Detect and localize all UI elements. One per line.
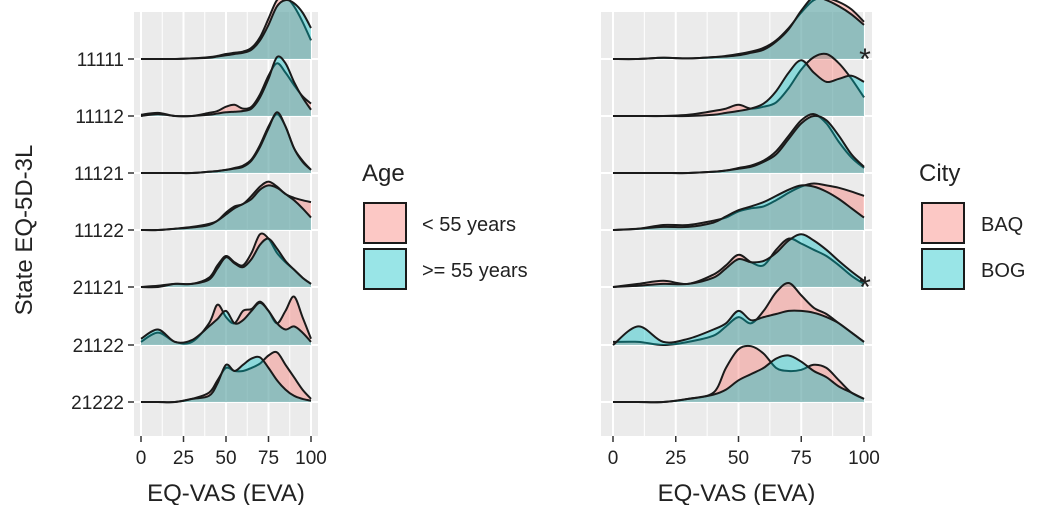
legend-age: Age < 55 years >= 55 years [362,160,528,290]
x-tick-label: 100 [848,448,880,469]
ridge-fill-21121-1 [141,233,311,287]
ridge-line-21222-2 [141,355,312,404]
ridge-fill-21122-2 [141,302,311,345]
x-axis-title: EQ-VAS (EVA) [658,480,816,505]
ridge-line-11122-1 [612,182,865,231]
ridge-fill-21122-1 [613,282,864,345]
legend-age-swatch-2 [363,248,407,290]
ridge-fill-21122-1 [141,296,311,345]
legend-city-swatch-2 [921,248,965,290]
ridge-fill-11122-2 [613,185,864,230]
x-axis-title: EQ-VAS (EVA) [147,480,305,505]
chart-panel-1: 0 25 50 75 100 11111 11112 11121 11122 21121 21122… [71,0,327,505]
ridge-fill-11112-2 [141,56,311,117]
y-tick-label: 11121 [74,164,124,185]
ridge-line-11111-2 [141,0,312,61]
annotation-asterisk: * [859,43,871,76]
legend-city: City BAQ BOG [919,160,1025,290]
ridge-line-11122-2 [140,184,312,232]
ridge-fill-11122-2 [141,185,311,231]
ridge-fill-11121-2 [613,115,864,174]
legend-age-label-2: >= 55 years [422,260,528,282]
ridge-fill-11111-2 [613,0,864,60]
ridge-line-21122-2 [612,309,865,346]
x-tick-label: 25 [173,448,194,469]
ridge-fill-11112-1 [613,53,864,117]
ridge-line-11122-2 [612,184,865,231]
ridge-line-11121-2 [141,111,312,175]
ridge-line-21121-2 [612,233,865,288]
ridge-fill-21121-2 [141,238,311,288]
x-tick-label: 75 [258,448,279,469]
x-tick-label: 50 [215,448,236,469]
y-tick-label: 21222 [71,393,124,414]
legend-city-label-2: BOG [981,260,1025,282]
ridge-fill-11121-1 [613,114,864,174]
x-tick-label: 100 [295,448,327,469]
y-axis-title: State EQ-5D-3L [11,145,38,316]
ridge-line-11111-2 [612,0,865,61]
ridge-fill-11111-2 [141,0,311,60]
ridge-fill-11121-2 [141,112,311,174]
ridge-fill-21222-2 [613,355,864,403]
y-tick-label: 21122 [73,336,124,357]
ridge-fill-11111-1 [613,0,864,60]
legend-age-swatch-1 [363,202,407,244]
y-tick-label: 11122 [74,221,124,242]
ridge-fill-21222-1 [613,345,864,403]
ridge-fill-21121-2 [613,234,864,287]
ridge-line-21122-1 [612,281,865,347]
ridge-line-11121-2 [613,114,865,175]
legend-age-label-1: < 55 years [422,214,516,236]
y-tick-label: 11112 [75,107,124,128]
ridge-line-11112-2 [612,59,865,118]
ridge-fill-11112-2 [613,60,864,117]
ridge-fill-11111-1 [141,0,311,60]
legend-city-swatch-1 [921,202,965,244]
ridge-line-21122-2 [140,301,312,344]
ridge-fill-21121-1 [613,238,864,287]
legend-city-title: City [919,160,960,187]
chart-panel-2: 0 25 50 75 100 * * EQ-VAS (EVA) [601,0,880,505]
x-tick-label: 25 [665,448,686,469]
y-tick-label: 21121 [73,278,124,299]
ridge-line-21122-1 [140,295,312,345]
ridge-line-11112-2 [140,55,312,118]
legend-city-label-1: BAQ [981,214,1023,236]
ridge-line-21121-2 [140,237,312,289]
plot-panels: 0 25 50 75 100 11111 11112 11121 11122 21121 21122… [71,0,880,505]
legend-age-title: Age [362,160,405,187]
annotation-asterisk: * [859,271,871,304]
ridge-fill-21122-2 [613,310,864,345]
y-tick-label: 11111 [77,50,124,71]
ridge-fill-11122-1 [141,181,311,231]
ridge-line-21222-2 [613,354,865,404]
ridge-fill-21222-1 [141,351,311,403]
x-tick-label: 0 [136,448,147,469]
x-tick-label: 0 [608,448,619,469]
ridge-fill-11122-1 [613,183,864,230]
x-tick-label: 75 [791,448,812,469]
x-tick-label: 50 [728,448,749,469]
